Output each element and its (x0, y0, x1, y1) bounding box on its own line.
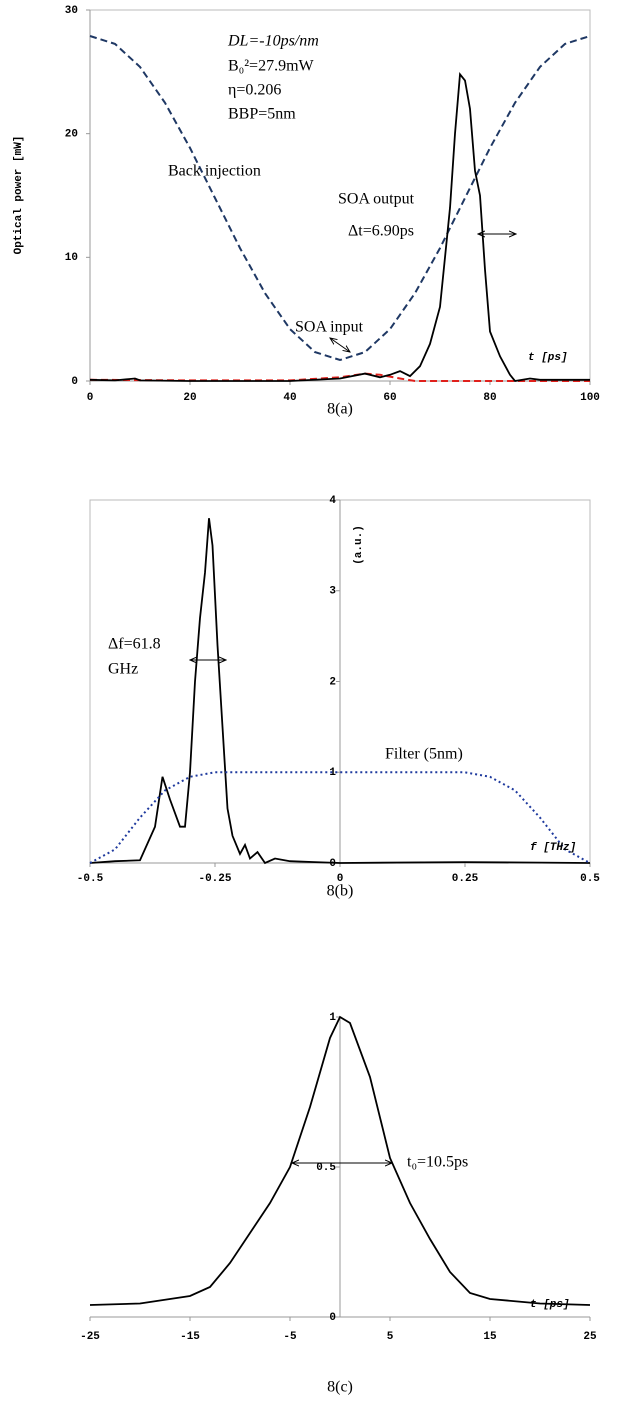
annotation: BBP=5nm (228, 106, 296, 123)
data-line (89, 372, 590, 382)
y-axis-label: Optical power [mW] (13, 136, 25, 255)
caption: 8(b) (327, 883, 354, 900)
x-axis-label: t [ps] (528, 352, 568, 364)
x-tick-label: 20 (183, 392, 196, 404)
x-tick-label: -0.5 (77, 873, 104, 885)
x-tick-label: 0.25 (452, 873, 479, 885)
y-tick-label: 1 (329, 767, 336, 779)
data-line (89, 771, 591, 864)
y-tick-label: 4 (329, 495, 336, 507)
data-line (89, 71, 590, 382)
y-tick-label: 0 (329, 1312, 336, 1324)
data-line (89, 518, 591, 865)
annotation: Filter (5nm) (385, 746, 463, 763)
x-tick-label: 5 (387, 1331, 394, 1343)
caption: 8(a) (327, 401, 353, 418)
x-axis-label: f [THz] (530, 842, 576, 854)
x-tick-label: 80 (483, 392, 496, 404)
x-tick-label: -0.25 (198, 873, 231, 885)
x-tick-label: 60 (383, 392, 396, 404)
x-tick-label: 25 (583, 1331, 597, 1343)
y-tick-label: 10 (65, 252, 78, 264)
y-tick-label: 20 (65, 129, 78, 141)
caption: 8(c) (327, 1379, 353, 1396)
y-tick-label: 30 (65, 5, 78, 17)
x-tick-label: 15 (483, 1331, 497, 1343)
annotation: t₀=10.5ps (407, 1154, 468, 1171)
arrow (330, 338, 350, 352)
x-tick-label: 0.5 (580, 873, 600, 885)
y-tick-label: 0.5 (316, 1162, 336, 1174)
data-line (89, 1015, 591, 1306)
x-tick-label: 100 (580, 392, 600, 404)
x-tick-label: 40 (283, 392, 296, 404)
annotation: B₀²=27.9mW (228, 58, 315, 75)
x-tick-label: -15 (180, 1331, 200, 1343)
annotation: DL=-10ps/nm (227, 33, 319, 50)
annotation: Δf=61.8 (108, 636, 161, 653)
annotation: SOA input (295, 319, 364, 336)
x-tick-label: -25 (80, 1331, 100, 1343)
y-axis-label: (a.u.) (353, 525, 365, 565)
annotation: SOA output (338, 191, 415, 208)
annotation: GHz (108, 661, 138, 678)
y-tick-label: 0 (71, 376, 78, 388)
annotation: Back injection (168, 163, 261, 180)
annotation: η=0.206 (228, 82, 281, 99)
data-line (89, 35, 591, 362)
x-axis-label: t [ps] (530, 1299, 570, 1311)
y-tick-label: 1 (329, 1012, 336, 1024)
x-tick-label: 0 (87, 392, 94, 404)
x-tick-label: 0 (337, 873, 344, 885)
y-tick-label: 2 (329, 676, 336, 688)
y-tick-label: 3 (329, 586, 336, 598)
annotation: Δt=6.90ps (348, 223, 414, 240)
x-tick-label: -5 (283, 1331, 297, 1343)
y-tick-label: 0 (329, 858, 336, 870)
